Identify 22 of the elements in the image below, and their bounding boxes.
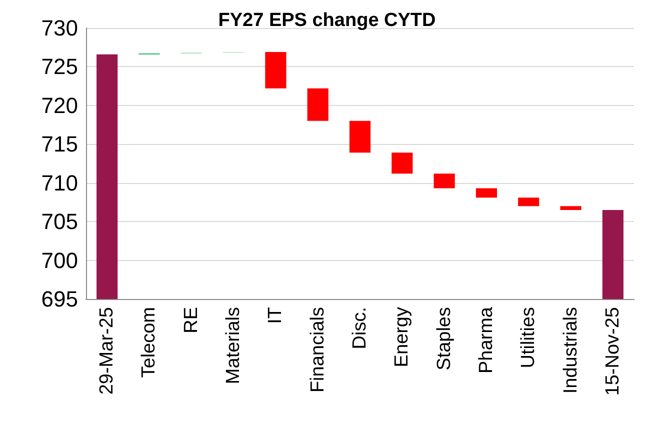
x-tick-label: 15-Nov-25 [602, 307, 624, 396]
y-tick-label: 700 [41, 248, 78, 273]
x-tick-label: Staples [434, 307, 455, 370]
y-tick-label: 710 [41, 170, 78, 196]
x-tick-label: IT [265, 306, 286, 324]
x-tick-label: Industrials [560, 307, 582, 394]
y-tick-label: 705 [41, 209, 78, 234]
x-tick-label: Utilities [518, 307, 540, 368]
x-tick-label: Disc. [350, 307, 370, 350]
y-tick-label: 725 [41, 54, 78, 80]
x-tick-label: Pharma [476, 306, 497, 374]
y-tick-label: 695 [41, 286, 78, 312]
y-tick-label: 730 [41, 16, 78, 40]
x-tick-label: Energy [392, 306, 413, 368]
x-tick-label: Materials [223, 307, 244, 384]
x-tick-label: Financials [307, 307, 328, 393]
x-tick-label: Telecom [138, 307, 160, 378]
x-tick-label: 29-Mar-25 [96, 307, 118, 395]
y-tick-label: 715 [41, 132, 78, 157]
chart-title: FY27 EPS change CYTD [218, 10, 436, 31]
y-tick-label: 720 [41, 92, 78, 118]
x-tick-label: RE [180, 307, 202, 334]
